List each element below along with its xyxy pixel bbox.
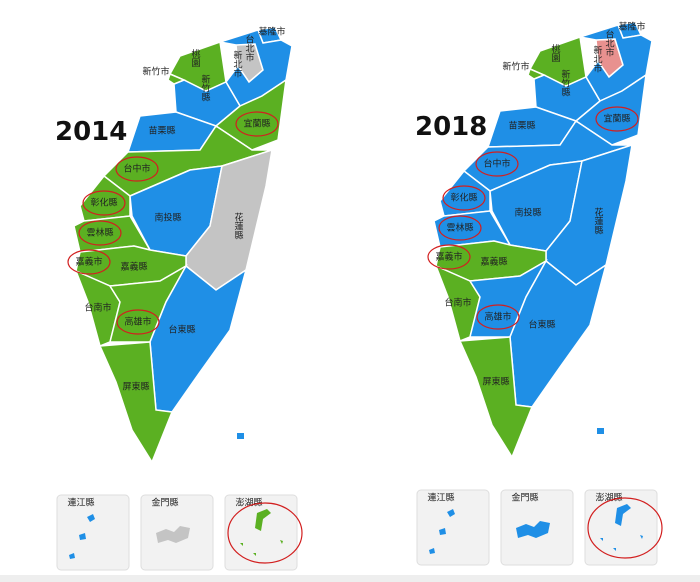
- inset-box: [224, 494, 298, 571]
- region-label: 苗栗縣: [508, 121, 535, 132]
- region-label: 新北市: [232, 49, 243, 78]
- region-label: 台東縣: [528, 319, 555, 331]
- region-label: 高雄市: [124, 316, 151, 328]
- island: [600, 504, 643, 551]
- region-label: 花蓮縣: [233, 211, 244, 239]
- region-label: 桃園: [190, 48, 201, 68]
- region-label: 台南市: [84, 302, 111, 314]
- inset-label: 連江縣: [427, 492, 454, 504]
- highlight-circle: [227, 502, 303, 564]
- highlight-circle: [595, 106, 639, 132]
- region: [527, 67, 546, 80]
- inset-box: [416, 489, 490, 566]
- region-label: 桃園: [550, 43, 561, 63]
- region-label: 屏東縣: [482, 376, 509, 388]
- region-label: 彰化縣: [450, 192, 477, 204]
- inset: 金門縣: [140, 494, 214, 571]
- highlight-circle: [438, 215, 482, 241]
- highlight-circle: [476, 304, 520, 330]
- region: [98, 341, 174, 464]
- inset-label: 澎湖縣: [235, 497, 262, 509]
- region-label: 基隆市: [618, 21, 645, 33]
- inset-label: 金門縣: [511, 492, 538, 504]
- region-label: 新竹縣: [200, 73, 211, 101]
- region-label: 彰化縣: [90, 197, 117, 209]
- inset-box: [584, 489, 658, 566]
- highlight-circle: [82, 190, 126, 216]
- inset: 連江縣: [56, 494, 130, 571]
- region-label: 台北市: [244, 33, 255, 62]
- inset-label: 連江縣: [67, 497, 94, 509]
- inset-box: [56, 494, 130, 571]
- region-label: 台南市: [444, 297, 471, 309]
- region-label: 新竹縣: [560, 68, 571, 96]
- island: [69, 514, 95, 559]
- island: [516, 521, 550, 538]
- inset-label: 澎湖縣: [595, 492, 622, 504]
- bottom-bar: [0, 575, 700, 582]
- highlight-circle: [587, 497, 663, 559]
- region: [149, 264, 248, 413]
- island: [240, 509, 283, 556]
- inset: 澎湖縣: [224, 494, 298, 571]
- highlight-circle: [427, 244, 471, 270]
- region-label: 苗栗縣: [148, 126, 175, 137]
- region-label: 宜蘭縣: [243, 118, 270, 130]
- highlight-circle: [78, 220, 122, 246]
- year-title: 2014: [55, 117, 127, 147]
- region-label: 雲林縣: [446, 222, 473, 234]
- region-label: 嘉義縣: [480, 256, 507, 268]
- region-label: 嘉義市: [435, 251, 462, 263]
- region: [167, 72, 186, 85]
- island: [156, 526, 190, 543]
- region: [458, 336, 534, 459]
- region-label: 新北市: [592, 44, 603, 73]
- region-label: 嘉義市: [75, 256, 102, 268]
- inset-label: 金門縣: [151, 497, 178, 509]
- inset: 連江縣: [416, 489, 490, 566]
- highlight-circle: [235, 111, 279, 137]
- region-label: 高雄市: [484, 311, 511, 323]
- region-label: 南投縣: [514, 207, 541, 219]
- region-label: 雲林縣: [86, 227, 113, 239]
- region: [79, 174, 131, 222]
- region-label: 台北市: [604, 28, 615, 57]
- green-island: [237, 433, 244, 439]
- region-label: 台東縣: [168, 324, 195, 336]
- region-label: 嘉義縣: [120, 261, 147, 273]
- highlight-circle: [475, 151, 519, 177]
- island: [429, 509, 455, 554]
- highlight-circle: [442, 185, 486, 211]
- year-title: 2018: [415, 112, 487, 142]
- highlight-circle: [67, 249, 111, 275]
- inset: 金門縣: [500, 489, 574, 566]
- highlight-circle: [115, 156, 159, 182]
- region-label: 屏東縣: [122, 381, 149, 393]
- region-label: 新竹市: [502, 61, 529, 73]
- inset: 澎湖縣: [584, 489, 658, 566]
- green-island: [597, 428, 604, 434]
- region-label: 花蓮縣: [593, 206, 604, 234]
- region-label: 新竹市: [142, 66, 169, 78]
- region-label: 台中市: [123, 163, 150, 175]
- region-label: 基隆市: [258, 26, 285, 38]
- region: [439, 169, 491, 217]
- region-label: 宜蘭縣: [603, 113, 630, 125]
- region: [509, 259, 608, 408]
- region-label: 台中市: [483, 158, 510, 170]
- highlight-circle: [116, 309, 160, 335]
- region-label: 南投縣: [154, 212, 181, 224]
